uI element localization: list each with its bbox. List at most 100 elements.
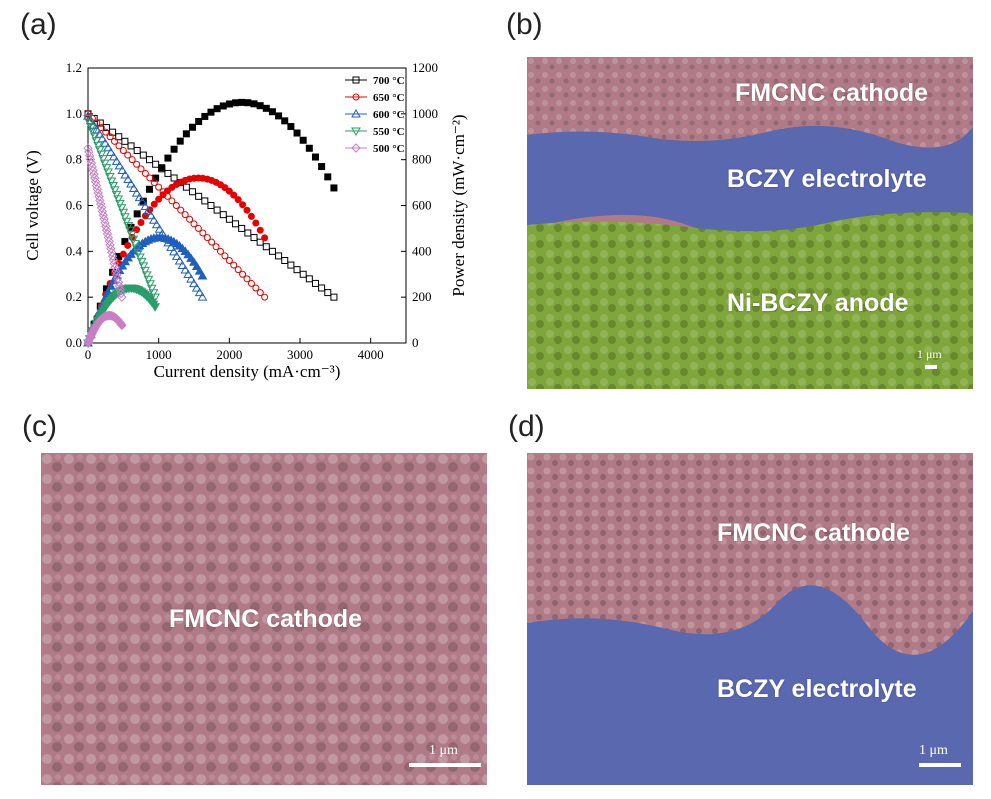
voltage-point — [207, 202, 215, 209]
power-point — [261, 234, 269, 242]
voltage-point — [84, 147, 94, 157]
voltage-point — [108, 151, 119, 161]
voltage-point — [111, 156, 122, 165]
voltage-point — [243, 275, 251, 283]
power-point — [176, 137, 184, 145]
voltage-point — [98, 155, 108, 164]
voltage-point — [86, 158, 97, 168]
legend-marker — [351, 127, 361, 137]
voltage-point — [197, 292, 208, 301]
voltage-point — [103, 232, 114, 243]
voltage-point — [108, 255, 119, 265]
voltage-point — [244, 229, 252, 237]
voltage-point — [126, 231, 137, 240]
voltage-point — [131, 188, 142, 197]
power-point — [117, 320, 127, 331]
chart-panel-a: 0 1000 2000 3000 4000 0.0 0.2 0.4 0.6 0.8 1.0 1.2 0 2… — [15, 55, 485, 400]
legend-label: 500 °C — [373, 143, 405, 155]
sem-d-image — [527, 453, 973, 785]
voltage-point — [247, 279, 255, 287]
voltage-point — [120, 213, 130, 222]
power-point — [275, 112, 283, 120]
power-point — [318, 163, 326, 171]
power-point — [287, 123, 295, 131]
voltage-point — [217, 247, 224, 255]
sem-b-label-anode: Ni-BCZY anode — [727, 289, 909, 317]
voltage-point — [125, 226, 135, 236]
voltage-point — [86, 123, 97, 133]
power-point — [230, 191, 238, 199]
voltage-point — [134, 192, 145, 202]
y2-axis-label: Power density (mW·cm⁻²) — [449, 114, 468, 296]
voltage-point — [256, 238, 264, 246]
y2-tick-label: 200 — [412, 289, 432, 304]
sem-b-label-cathode: FMCNC cathode — [735, 79, 929, 107]
power-point — [159, 191, 167, 199]
voltage-point — [148, 289, 159, 298]
voltage-point — [104, 236, 114, 247]
sem-b-image — [527, 57, 973, 389]
voltage-point — [171, 251, 182, 260]
voltage-point — [137, 165, 145, 173]
voltage-point — [138, 262, 149, 271]
voltage-point — [100, 217, 110, 228]
voltage-point — [97, 124, 105, 132]
voltage-point — [182, 183, 190, 191]
voltage-point — [88, 128, 98, 137]
voltage-point — [186, 215, 194, 223]
legend-marker — [352, 93, 360, 101]
sem-c-image — [41, 453, 487, 785]
voltage-point — [111, 137, 118, 145]
voltage-point — [84, 119, 95, 128]
voltage-point — [230, 261, 238, 269]
voltage-point — [103, 168, 114, 178]
voltage-point — [311, 279, 319, 287]
panel-d-letter: (d) — [508, 410, 545, 443]
voltage-point — [128, 235, 139, 245]
power-point — [256, 102, 264, 110]
voltage-point — [93, 188, 103, 198]
legend-label: 700 °C — [373, 75, 405, 87]
voltage-point — [96, 199, 106, 209]
voltage-point — [106, 133, 114, 141]
power-point — [234, 196, 242, 204]
power-point — [225, 100, 233, 108]
power-point — [150, 200, 158, 208]
voltage-point — [92, 184, 103, 194]
voltage-point — [189, 278, 199, 288]
sem-d-scalebar — [919, 763, 961, 767]
voltage-point — [93, 141, 103, 151]
plot-frame — [87, 67, 407, 344]
voltage-point — [101, 164, 112, 173]
voltage-point — [126, 179, 136, 188]
sem-panel-c: FMCNC cathode 1 μm — [41, 453, 487, 785]
voltage-point — [181, 211, 189, 219]
sem-d-label-cathode: FMCNC cathode — [717, 519, 911, 547]
iv-power-chart: 0 1000 2000 3000 4000 0.0 0.2 0.4 0.6 0.8 1.0 1.2 0 2… — [23, 60, 468, 381]
voltage-point — [143, 206, 153, 215]
power-point — [299, 136, 307, 144]
power-point — [232, 99, 240, 107]
sem-c-scalebar — [409, 763, 481, 767]
voltage-point — [102, 229, 113, 239]
voltage-point — [121, 137, 129, 145]
voltage-point — [106, 177, 117, 186]
power-point — [252, 219, 260, 227]
voltage-point — [152, 160, 160, 168]
sem-c-label-cathode: FMCNC cathode — [169, 605, 363, 633]
voltage-point — [252, 284, 260, 292]
legend-label: 650 °C — [373, 92, 405, 104]
voltage-point — [94, 146, 105, 155]
x-tick-label: 3000 — [287, 347, 313, 362]
voltage-point — [106, 244, 116, 254]
voltage-point — [111, 266, 121, 276]
voltage-point — [183, 269, 194, 279]
power-point — [311, 153, 319, 161]
voltage-point — [98, 210, 108, 220]
power-point — [150, 303, 160, 312]
voltage-point — [293, 266, 301, 274]
power-point — [250, 100, 258, 108]
voltage-point — [168, 197, 176, 205]
power-point — [194, 266, 205, 275]
voltage-point — [239, 270, 247, 278]
